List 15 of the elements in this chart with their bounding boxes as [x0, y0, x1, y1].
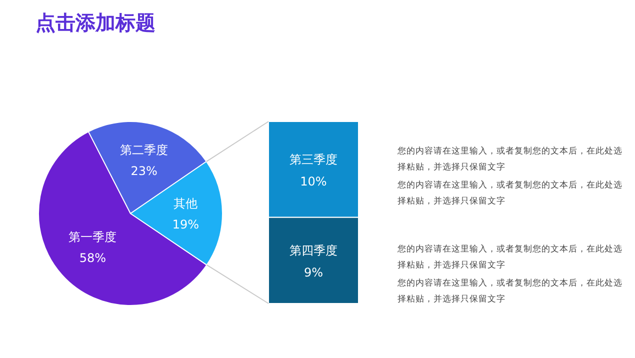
text: 您的内容请在这里输入，或者复制您的文本后，在此处选择粘贴，并选择只保留文字	[396, 244, 622, 270]
text: 您的内容请在这里输入，或者复制您的文本后，在此处选择粘贴，并选择只保留文字	[396, 180, 622, 206]
slice-label: 其他	[174, 196, 198, 210]
slice-label: 第一季度	[68, 230, 117, 244]
chart-title: 点击添加标题	[36, 10, 156, 34]
data-label: 10%	[300, 174, 327, 188]
slice-label: 第二季度	[120, 142, 168, 157]
text: 您的内容请在这里输入，或者复制您的文本后，在此处选择粘贴，并选择只保留文字	[396, 278, 622, 304]
data-label: 58%	[79, 251, 106, 266]
series-label: 第四季度	[290, 243, 338, 258]
series-label: 第三季度	[290, 152, 338, 166]
data-label: 19%	[172, 217, 200, 232]
text: 您的内容请在这里输入，或者复制您的文本后，在此处选择粘贴，并选择只保留文字	[396, 146, 622, 172]
data-label: 9%	[304, 265, 324, 280]
data-label: 23%	[130, 164, 158, 178]
